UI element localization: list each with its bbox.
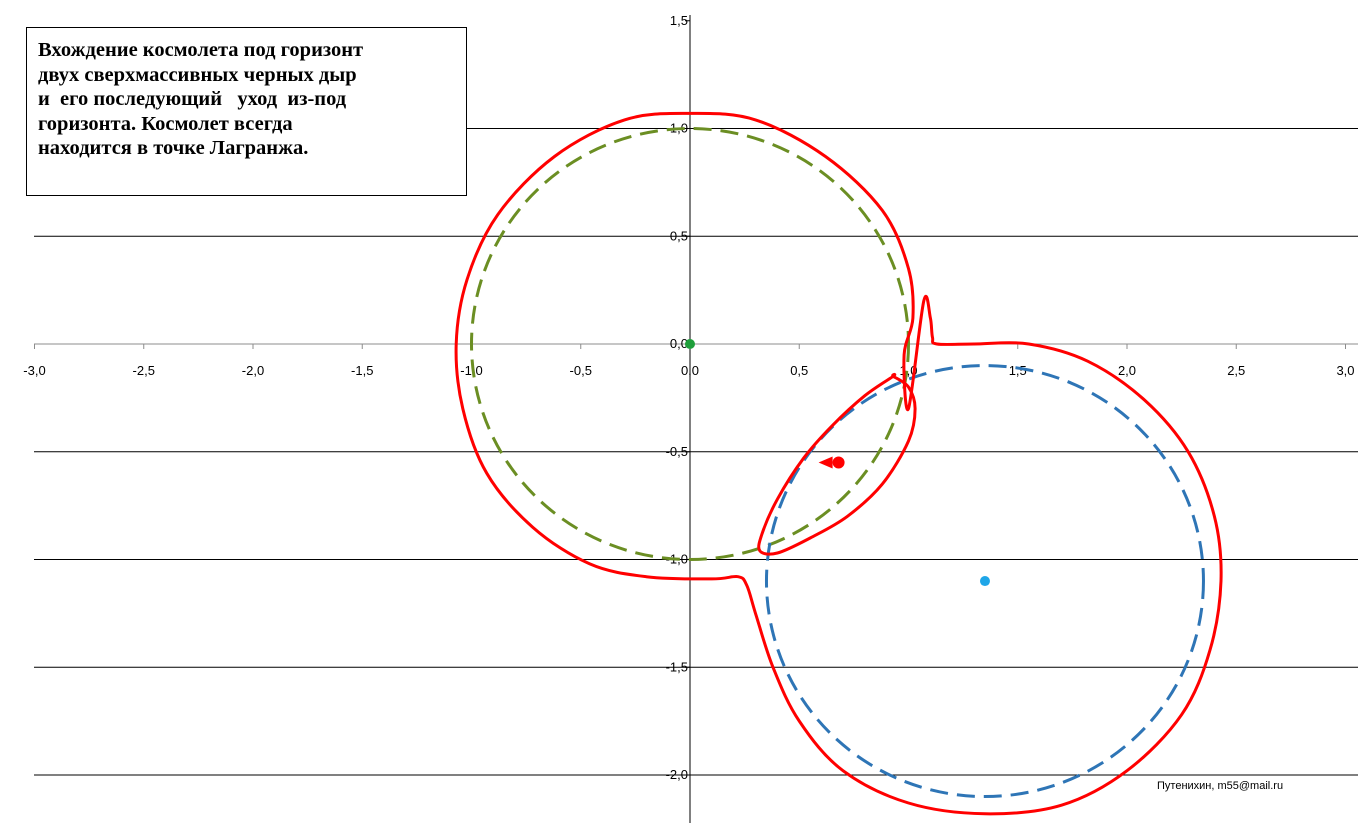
x-tick-label: 2,5 [1227, 363, 1245, 378]
title-line: и его последующий уход из-под [38, 87, 456, 112]
x-tick-label: -3,0 [23, 363, 45, 378]
black-hole-center [980, 576, 990, 586]
title-line: находится в точке Лагранжа. [38, 136, 456, 161]
chart-title-box: Вхождение космолета под горизонт двух св… [26, 27, 467, 196]
credit-label: Путенихин, m55@mail.ru [1157, 780, 1283, 792]
black-hole-center [685, 339, 695, 349]
title-line: горизонта. Космолет всегда [38, 112, 456, 137]
x-tick-label: 0,5 [790, 363, 808, 378]
x-tick-label: -2,0 [242, 363, 264, 378]
markers [685, 339, 990, 586]
title-line: двух сверхмассивных черных дыр [38, 63, 456, 88]
spacecraft-marker [833, 457, 845, 469]
y-tick-label: 1,5 [670, 13, 688, 28]
y-tick-label: 0,5 [670, 228, 688, 243]
y-tick-label: -2,0 [666, 767, 688, 782]
title-line: Вхождение космолета под горизонт [38, 38, 456, 63]
spacecraft-arrow [819, 457, 833, 469]
x-tick-label: -2,5 [133, 363, 155, 378]
x-tick-label: 0,0 [681, 363, 699, 378]
x-tick-label: 2,0 [1118, 363, 1136, 378]
y-tick-label: -0,5 [666, 444, 688, 459]
y-tick-label: -1,5 [666, 659, 688, 674]
x-tick-label: -1,5 [351, 363, 373, 378]
x-tick-label: 3,0 [1336, 363, 1354, 378]
x-tick-label: -0,5 [570, 363, 592, 378]
